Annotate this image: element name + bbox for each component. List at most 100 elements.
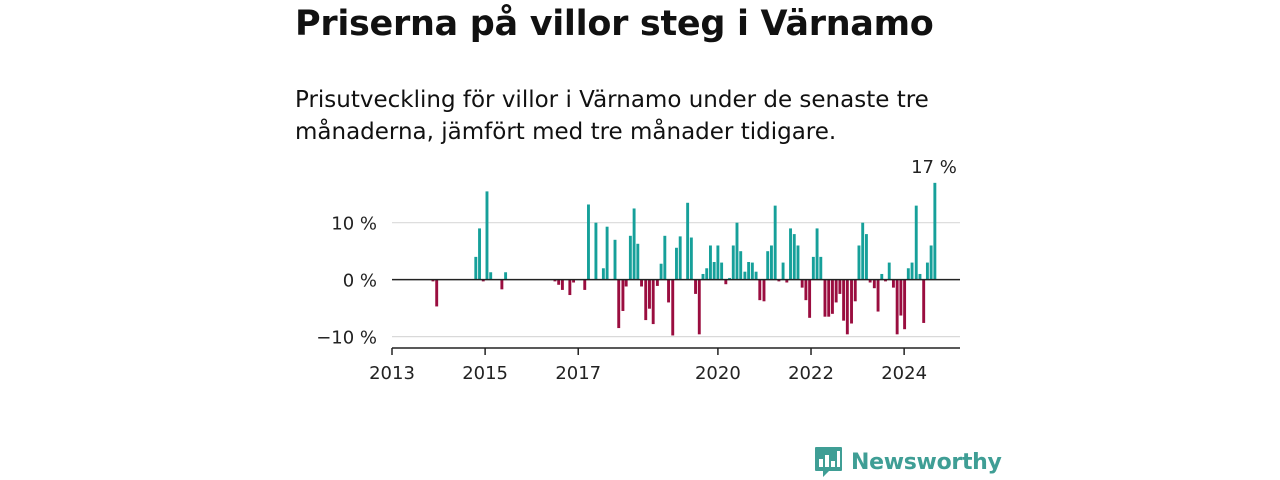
- bar: [728, 277, 731, 280]
- bar: [910, 262, 914, 280]
- bar: [587, 204, 590, 280]
- bar: [769, 245, 773, 280]
- y-tick-label: −10 %: [316, 328, 377, 349]
- chart-subtitle: Prisutveckling för villor i Värnamo unde…: [295, 87, 929, 145]
- bar: [504, 272, 508, 280]
- bar: [804, 279, 808, 301]
- bar: [655, 279, 659, 286]
- bar: [811, 256, 815, 280]
- bar: [686, 202, 690, 280]
- bar: [789, 228, 792, 280]
- bar: [553, 279, 557, 282]
- bar: [906, 268, 910, 280]
- brand-logo[interactable]: Newsworthy: [814, 446, 1002, 478]
- bar: [891, 279, 895, 288]
- bar: [861, 222, 865, 280]
- bar: [560, 279, 564, 290]
- bar: [601, 268, 605, 280]
- bar: [834, 279, 838, 303]
- bar: [632, 208, 636, 280]
- x-axis-ticks: 2013 2015 2017 2020 2022 2024: [369, 348, 927, 384]
- bar: [754, 271, 758, 280]
- x-tick-label: 2020: [695, 363, 741, 384]
- bar: [435, 279, 439, 307]
- bar: [659, 263, 663, 280]
- bar: [735, 222, 739, 280]
- x-tick-label: 2017: [555, 363, 601, 384]
- newsworthy-bar-chart-logo-icon: [815, 447, 842, 477]
- bar: [731, 245, 735, 280]
- bar: [724, 279, 728, 285]
- brand-name: Newsworthy: [851, 449, 1002, 475]
- bar: [478, 228, 481, 280]
- bar: [621, 279, 625, 311]
- bar: [827, 279, 831, 317]
- bar: [474, 256, 478, 280]
- bar: [796, 245, 800, 280]
- bar: [750, 262, 754, 280]
- y-tick-label: 10 %: [331, 214, 377, 235]
- bar: [850, 279, 853, 324]
- bar: [617, 279, 621, 329]
- bar: [709, 245, 712, 280]
- page-title: Priserna på villor steg i Värnamo: [295, 4, 934, 44]
- bar: [739, 251, 743, 280]
- bar: [557, 279, 561, 285]
- bar: [899, 279, 903, 316]
- bar: [663, 235, 667, 280]
- latest-value-label: 17 %: [911, 157, 957, 178]
- bar: [697, 279, 701, 335]
- bar: [819, 256, 823, 280]
- bar: [712, 262, 716, 280]
- bar: [762, 279, 766, 302]
- x-tick-label: 2015: [462, 363, 508, 384]
- bar: [583, 279, 587, 290]
- bar: [648, 279, 651, 309]
- bar: [857, 245, 861, 280]
- bar: [876, 279, 880, 312]
- bar: [933, 182, 937, 280]
- bar: [785, 279, 789, 283]
- bar: [880, 273, 884, 280]
- bar: [678, 236, 682, 280]
- bar: [689, 237, 693, 280]
- bar: [489, 272, 493, 280]
- bar: [675, 247, 678, 280]
- bar: [613, 239, 617, 280]
- bar: [743, 271, 747, 280]
- bar: [701, 273, 705, 280]
- bars: [431, 182, 937, 336]
- bar: [705, 268, 709, 280]
- bar: [628, 235, 632, 280]
- bar: [815, 228, 819, 280]
- x-tick-label: 2024: [881, 363, 927, 384]
- bar: [667, 279, 670, 303]
- bar: [671, 279, 675, 336]
- bar: [925, 262, 929, 280]
- x-tick-label: 2022: [788, 363, 834, 384]
- bar: [808, 279, 812, 318]
- bar: [747, 262, 751, 280]
- bar: [929, 245, 933, 280]
- bar: [568, 279, 572, 296]
- bar: [781, 262, 785, 280]
- bar: [872, 279, 876, 289]
- bar: [651, 279, 655, 325]
- bar: [853, 279, 857, 302]
- bar: [624, 279, 628, 287]
- bar: [636, 243, 640, 280]
- y-tick-label: 0 %: [343, 271, 377, 292]
- bar: [716, 245, 720, 280]
- bar: [887, 262, 891, 280]
- bar: [485, 191, 489, 280]
- bar: [644, 279, 648, 321]
- bar: [773, 205, 777, 280]
- x-tick-label: 2013: [369, 363, 415, 384]
- bar: [823, 279, 827, 317]
- bar: [914, 205, 918, 280]
- bar: [845, 279, 849, 335]
- bar: [500, 279, 504, 290]
- bar: [838, 279, 842, 294]
- bar: [481, 279, 485, 282]
- bar: [895, 279, 899, 335]
